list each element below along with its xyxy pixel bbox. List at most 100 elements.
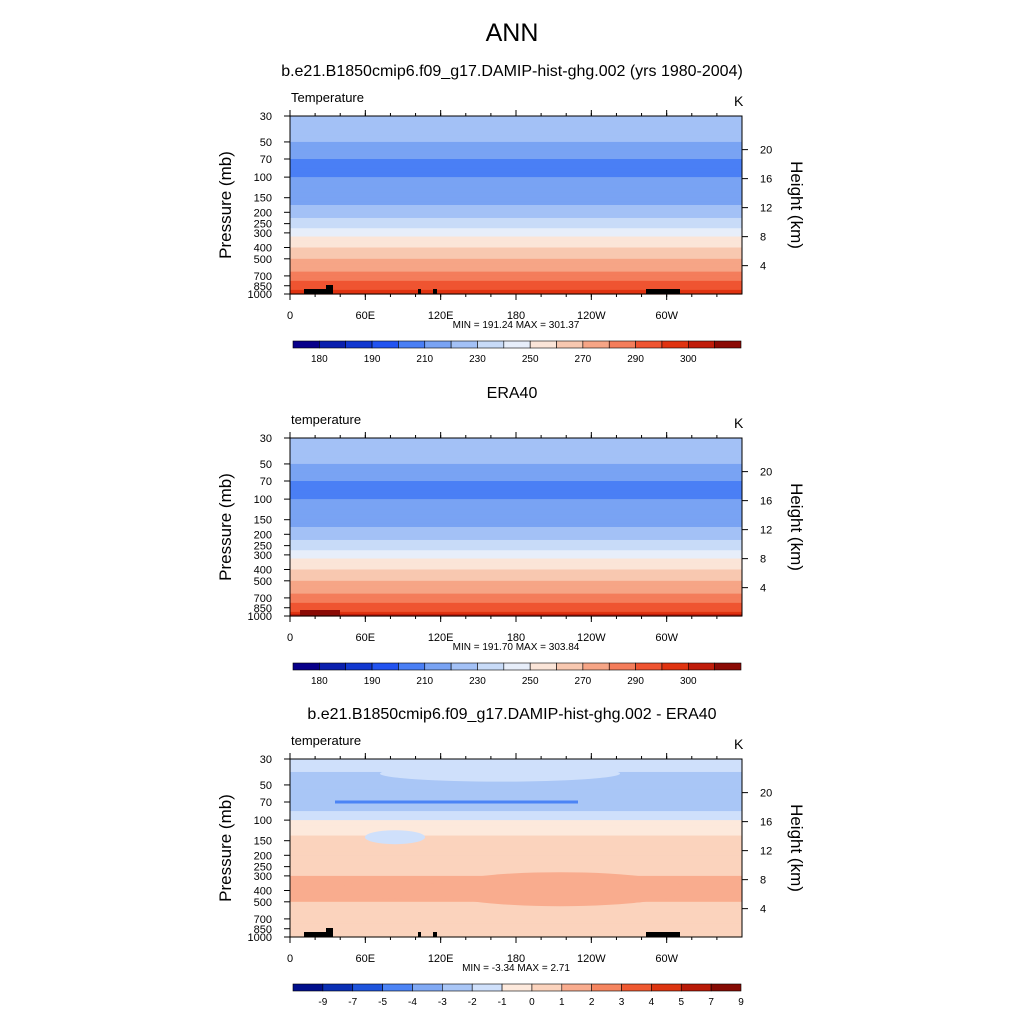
contour-band: [290, 283, 742, 287]
y-tick-label: 70: [260, 797, 272, 809]
y-tick-label: 850: [254, 924, 272, 936]
colorbar-box: [503, 340, 531, 349]
colorbar-box: [371, 340, 399, 349]
contour-band: [290, 504, 742, 511]
contour-band: [290, 278, 742, 282]
colorbar-box: [292, 340, 320, 349]
contour-band: [290, 932, 742, 936]
contour-band: [290, 463, 742, 469]
y-tick-label: 400: [254, 242, 272, 254]
contour-band: [290, 267, 742, 273]
y-tick-label: 70: [260, 476, 272, 488]
topography: [646, 289, 680, 294]
y-tick-label: 200: [254, 529, 272, 541]
x-tick-label: 120E: [428, 310, 454, 322]
contour-band: [290, 236, 742, 241]
contour-blob: [435, 872, 685, 907]
contour-band: [290, 172, 742, 178]
contour-band: [290, 255, 742, 260]
x-tick-label: 120W: [577, 310, 606, 322]
topography: [433, 289, 437, 294]
colorbar-box: [398, 662, 426, 671]
contour-band: [290, 228, 742, 232]
contour-band: [290, 444, 742, 452]
x-tick-label: 120W: [577, 632, 606, 644]
height-tick-label: 20: [760, 467, 772, 479]
y-tick-label: 300: [254, 550, 272, 562]
colorbar-label: 210: [416, 354, 433, 365]
colorbar-box: [442, 983, 473, 992]
y-axis-label: Pressure (mb): [216, 151, 235, 259]
colorbar-label: 290: [627, 676, 644, 687]
colorbar-box: [424, 662, 452, 671]
colorbar-box: [714, 662, 742, 671]
contour-band: [290, 830, 742, 837]
colorbar-box: [556, 662, 584, 671]
panel-title: ERA40: [486, 385, 538, 402]
colorbar-box: [582, 662, 610, 671]
contour-band: [290, 820, 742, 826]
contour-band: [290, 778, 742, 786]
contour-band: [290, 550, 742, 554]
contour-band: [290, 476, 742, 482]
contour-band: [290, 914, 742, 920]
variable-label: Temperature: [291, 90, 364, 105]
contour-band: [290, 187, 742, 194]
topography: [326, 928, 333, 937]
x-tick-label: 180: [507, 953, 525, 965]
colorbar-box: [635, 340, 663, 349]
units-label: K: [734, 93, 744, 109]
contour-band: [290, 205, 742, 210]
height-tick-label: 12: [760, 203, 772, 215]
height-tick-label: 4: [760, 261, 766, 273]
colorbar-box: [471, 983, 503, 992]
contour-band: [290, 220, 742, 225]
colorbar-box: [651, 983, 682, 992]
contour-band: [290, 835, 742, 842]
contour-band: [290, 519, 742, 524]
colorbar-label: 250: [522, 676, 539, 687]
contour-band: [290, 547, 742, 551]
contour-band: [290, 797, 742, 803]
contour-band: [290, 240, 742, 245]
height-tick-label: 20: [760, 145, 772, 157]
panel-title: b.e21.B1850cmip6.f09_g17.DAMIP-hist-ghg.…: [307, 706, 717, 723]
colorbar-box: [412, 983, 443, 992]
contour-band: [290, 542, 742, 547]
contour-band: [290, 450, 742, 459]
height-tick-label: 8: [760, 875, 766, 887]
colorbar-label: 180: [311, 676, 328, 687]
contour-band: [290, 197, 742, 202]
colorbar-box: [345, 340, 373, 349]
contour-band: [290, 806, 742, 812]
y-tick-label: 50: [260, 459, 272, 471]
x-tick-label: 120W: [577, 953, 606, 965]
contour-band: [290, 530, 742, 535]
colorbar-box: [322, 983, 354, 992]
contour-band: [290, 243, 742, 249]
y-tick-label: 100: [254, 815, 272, 827]
contour-band: [290, 815, 742, 821]
y-tick-label: 500: [254, 576, 272, 588]
contour-band: [290, 609, 742, 613]
topography: [300, 610, 340, 616]
contour-band: [290, 208, 742, 213]
colorbar-label: 4: [649, 997, 655, 1008]
y-tick-label: 30: [260, 111, 272, 123]
colorbar-box: [398, 340, 426, 349]
y-tick-label: 200: [254, 850, 272, 862]
colorbar-box: [582, 340, 610, 349]
colorbar-box: [292, 662, 320, 671]
contour-band: [290, 607, 742, 611]
contour-band: [290, 287, 742, 291]
contour-band: [290, 154, 742, 160]
contour-band: [290, 527, 742, 532]
y-tick-label: 850: [254, 603, 272, 615]
height-tick-label: 12: [760, 846, 772, 858]
contour-band: [290, 192, 742, 199]
contour-band: [290, 523, 742, 528]
panel-1: 0 60E 120E 180 120W 60W3050701001502002503004…: [248, 110, 772, 365]
height-tick-label: 4: [760, 583, 766, 595]
contour-band: [290, 593, 742, 599]
contour-band: [290, 844, 742, 849]
